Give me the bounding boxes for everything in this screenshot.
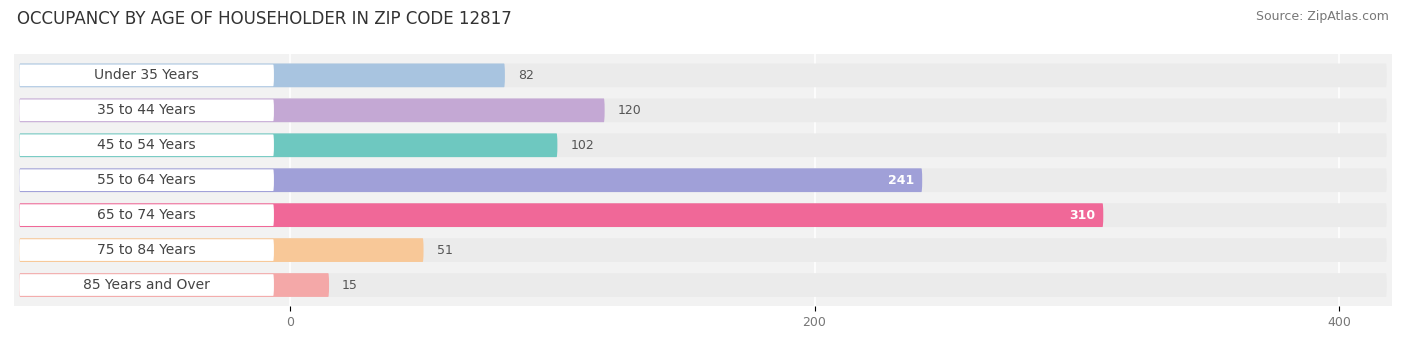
FancyBboxPatch shape	[20, 239, 274, 261]
Text: 82: 82	[517, 69, 534, 82]
Text: 51: 51	[437, 243, 453, 257]
Text: 120: 120	[617, 104, 641, 117]
FancyBboxPatch shape	[20, 64, 1386, 87]
FancyBboxPatch shape	[20, 168, 922, 192]
Text: 45 to 54 Years: 45 to 54 Years	[97, 138, 195, 152]
FancyBboxPatch shape	[20, 100, 274, 121]
Text: 55 to 64 Years: 55 to 64 Years	[97, 173, 195, 187]
FancyBboxPatch shape	[20, 274, 274, 296]
FancyBboxPatch shape	[20, 99, 1386, 122]
FancyBboxPatch shape	[20, 203, 1386, 227]
FancyBboxPatch shape	[20, 99, 605, 122]
Text: Under 35 Years: Under 35 Years	[94, 68, 200, 82]
FancyBboxPatch shape	[20, 133, 557, 157]
FancyBboxPatch shape	[20, 273, 329, 297]
Text: OCCUPANCY BY AGE OF HOUSEHOLDER IN ZIP CODE 12817: OCCUPANCY BY AGE OF HOUSEHOLDER IN ZIP C…	[17, 10, 512, 28]
Text: 75 to 84 Years: 75 to 84 Years	[97, 243, 195, 257]
Text: 102: 102	[571, 139, 595, 152]
Text: 15: 15	[342, 278, 359, 291]
Text: Source: ZipAtlas.com: Source: ZipAtlas.com	[1256, 10, 1389, 23]
FancyBboxPatch shape	[20, 168, 1386, 192]
FancyBboxPatch shape	[20, 169, 274, 191]
FancyBboxPatch shape	[20, 134, 274, 156]
FancyBboxPatch shape	[20, 133, 1386, 157]
FancyBboxPatch shape	[20, 238, 1386, 262]
Text: 35 to 44 Years: 35 to 44 Years	[97, 103, 195, 117]
FancyBboxPatch shape	[20, 64, 505, 87]
FancyBboxPatch shape	[20, 273, 1386, 297]
Text: 85 Years and Over: 85 Years and Over	[83, 278, 209, 292]
FancyBboxPatch shape	[20, 203, 1104, 227]
FancyBboxPatch shape	[20, 204, 274, 226]
FancyBboxPatch shape	[20, 238, 423, 262]
FancyBboxPatch shape	[20, 65, 274, 86]
Text: 65 to 74 Years: 65 to 74 Years	[97, 208, 195, 222]
Text: 310: 310	[1069, 209, 1095, 222]
Text: 241: 241	[889, 174, 914, 187]
